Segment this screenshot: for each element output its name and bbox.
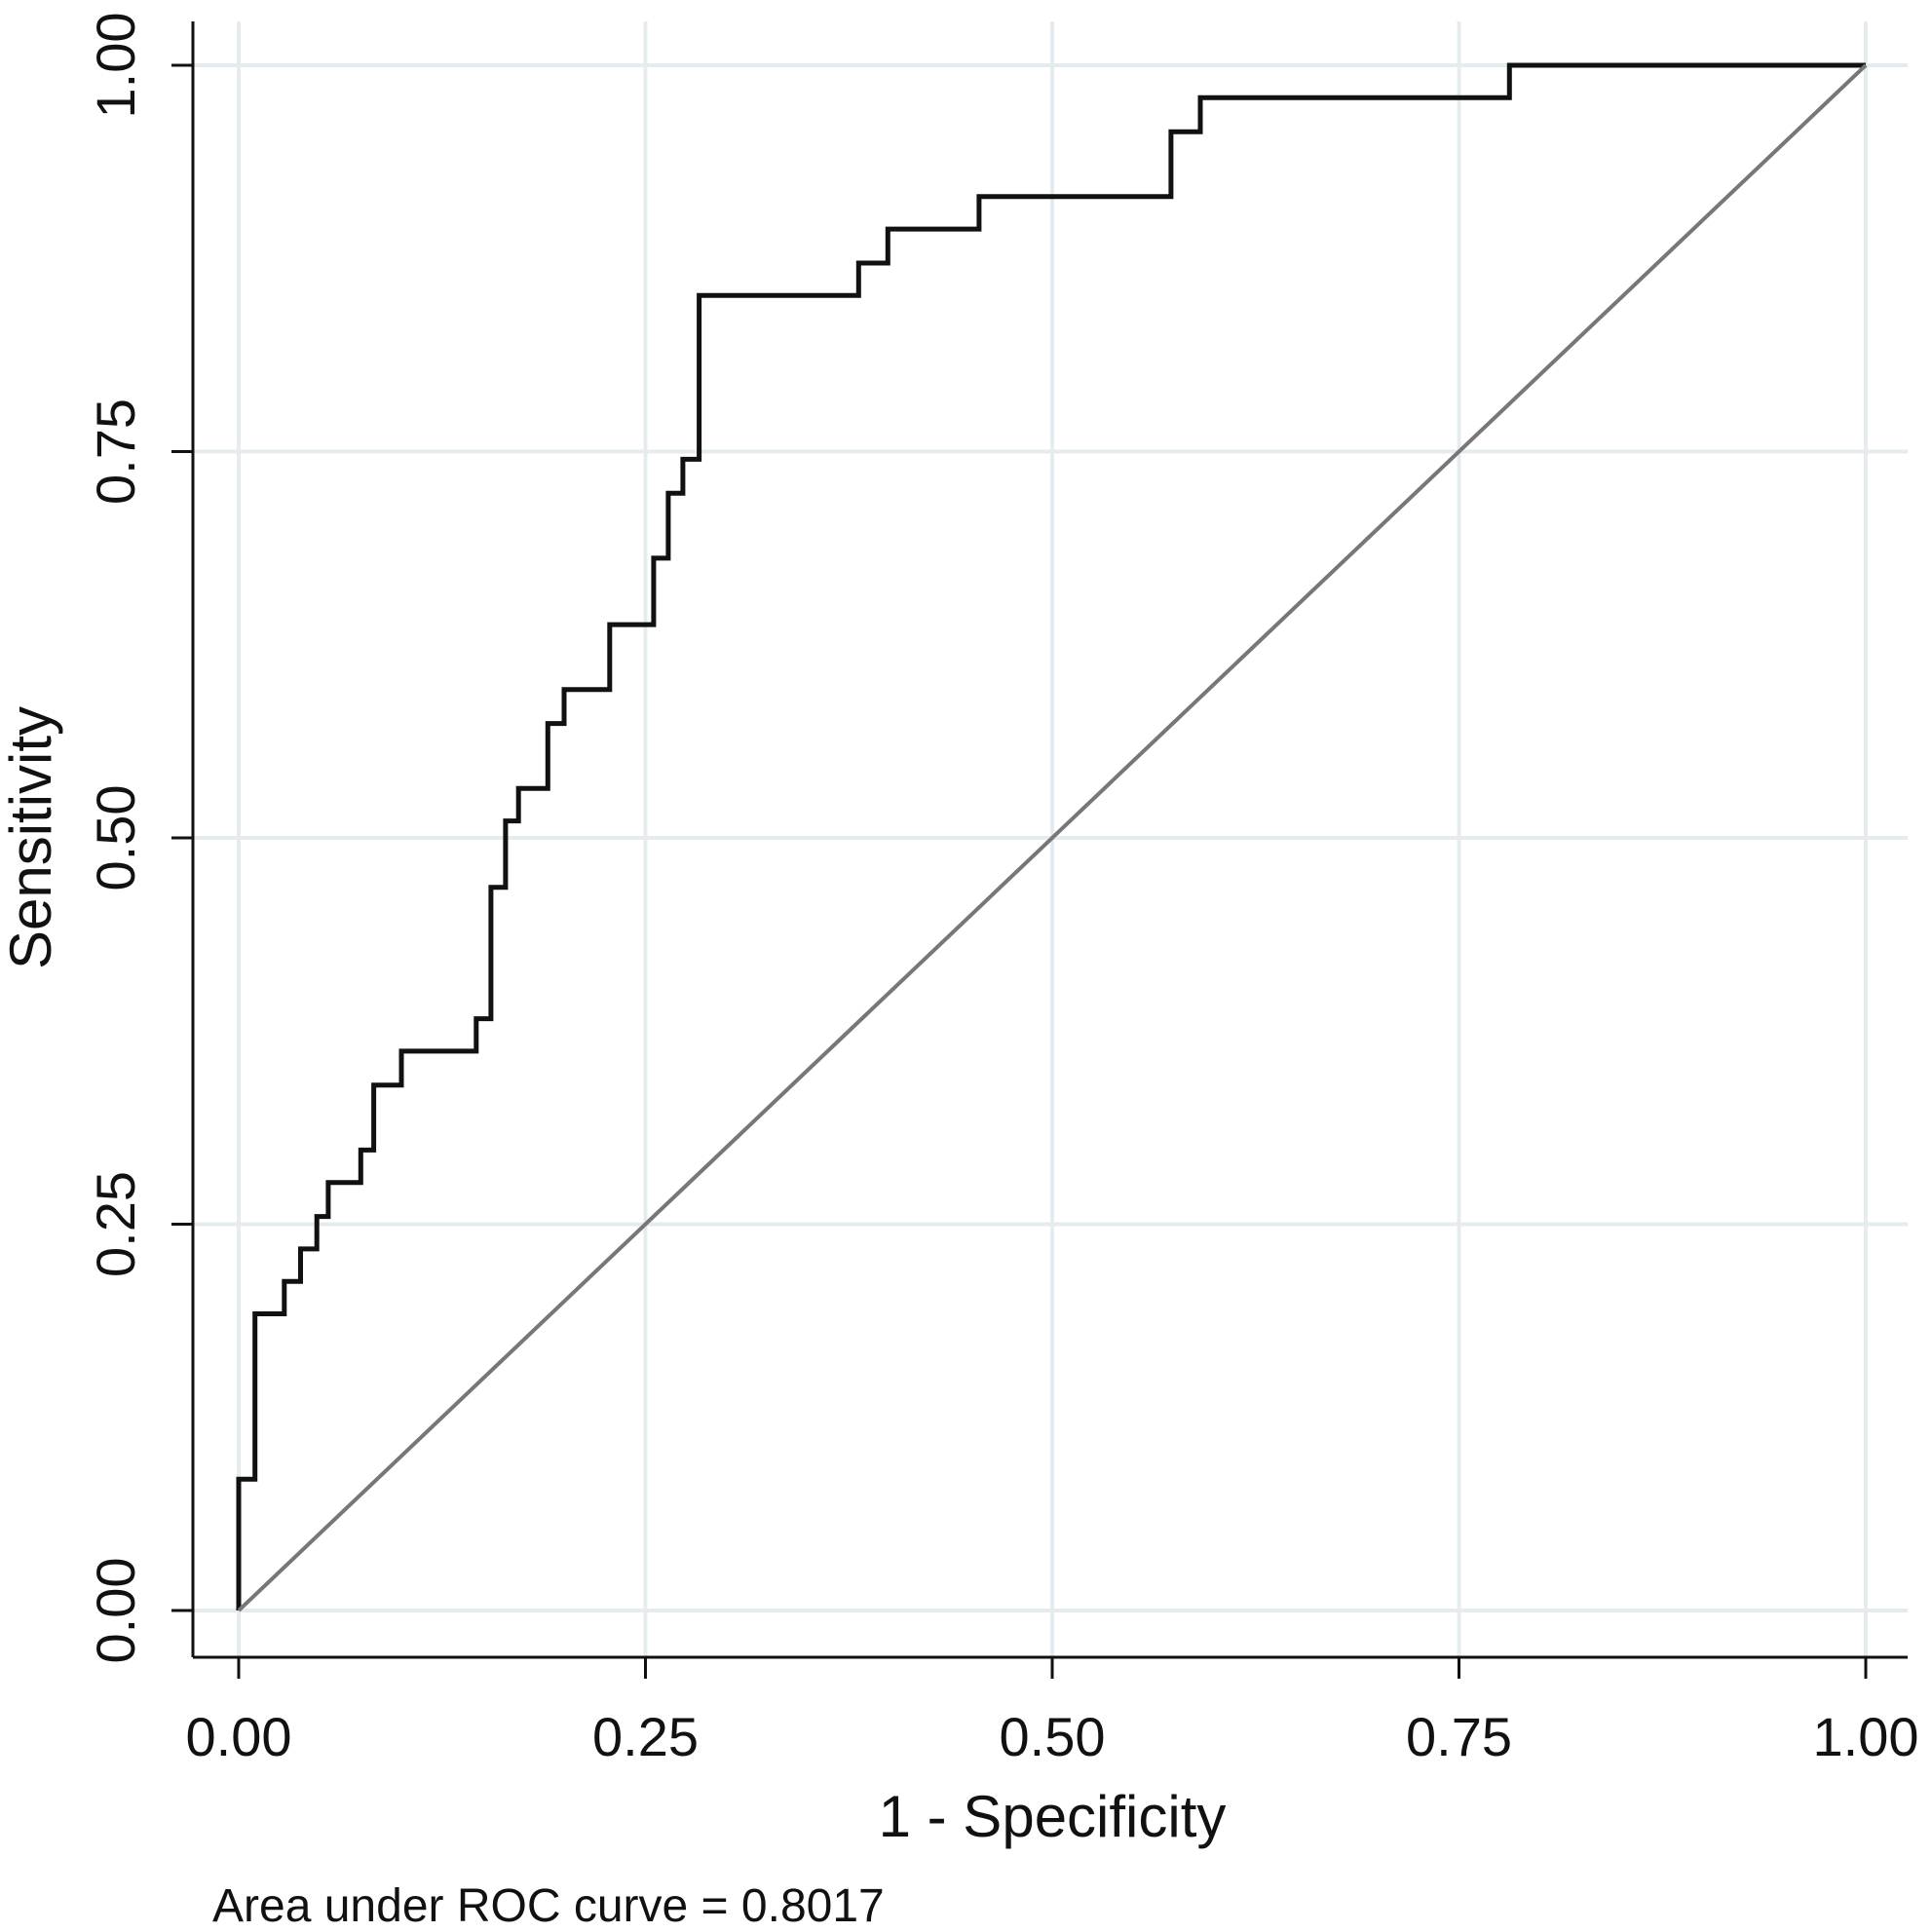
x-tick-label: 0.00 bbox=[186, 1706, 292, 1767]
y-axis-title: Sensitivity bbox=[0, 706, 63, 969]
auc-note: Area under ROC curve = 0.8017 bbox=[212, 1880, 885, 1932]
y-tick-label: 0.25 bbox=[85, 1171, 146, 1277]
ticks: 0.00 0.25 0.50 0.75 1.00 0.00 0.25 0.50 0.75 1.00 bbox=[85, 13, 1919, 1768]
y-tick-label: 0.75 bbox=[85, 398, 146, 505]
y-tick-label: 1.00 bbox=[85, 13, 146, 119]
x-tick-label: 0.75 bbox=[1406, 1706, 1512, 1767]
y-tick-label: 0.50 bbox=[85, 785, 146, 891]
x-tick-label: 1.00 bbox=[1813, 1706, 1919, 1767]
reference-line bbox=[237, 63, 1868, 1612]
series-layer bbox=[236, 62, 1868, 1612]
x-tick-label: 0.25 bbox=[592, 1706, 699, 1767]
x-axis-title: 1 - Specificity bbox=[879, 1784, 1227, 1849]
y-tick-label: 0.00 bbox=[85, 1558, 146, 1664]
x-tick-label: 0.50 bbox=[1000, 1706, 1106, 1767]
roc-curve bbox=[236, 62, 1866, 1610]
